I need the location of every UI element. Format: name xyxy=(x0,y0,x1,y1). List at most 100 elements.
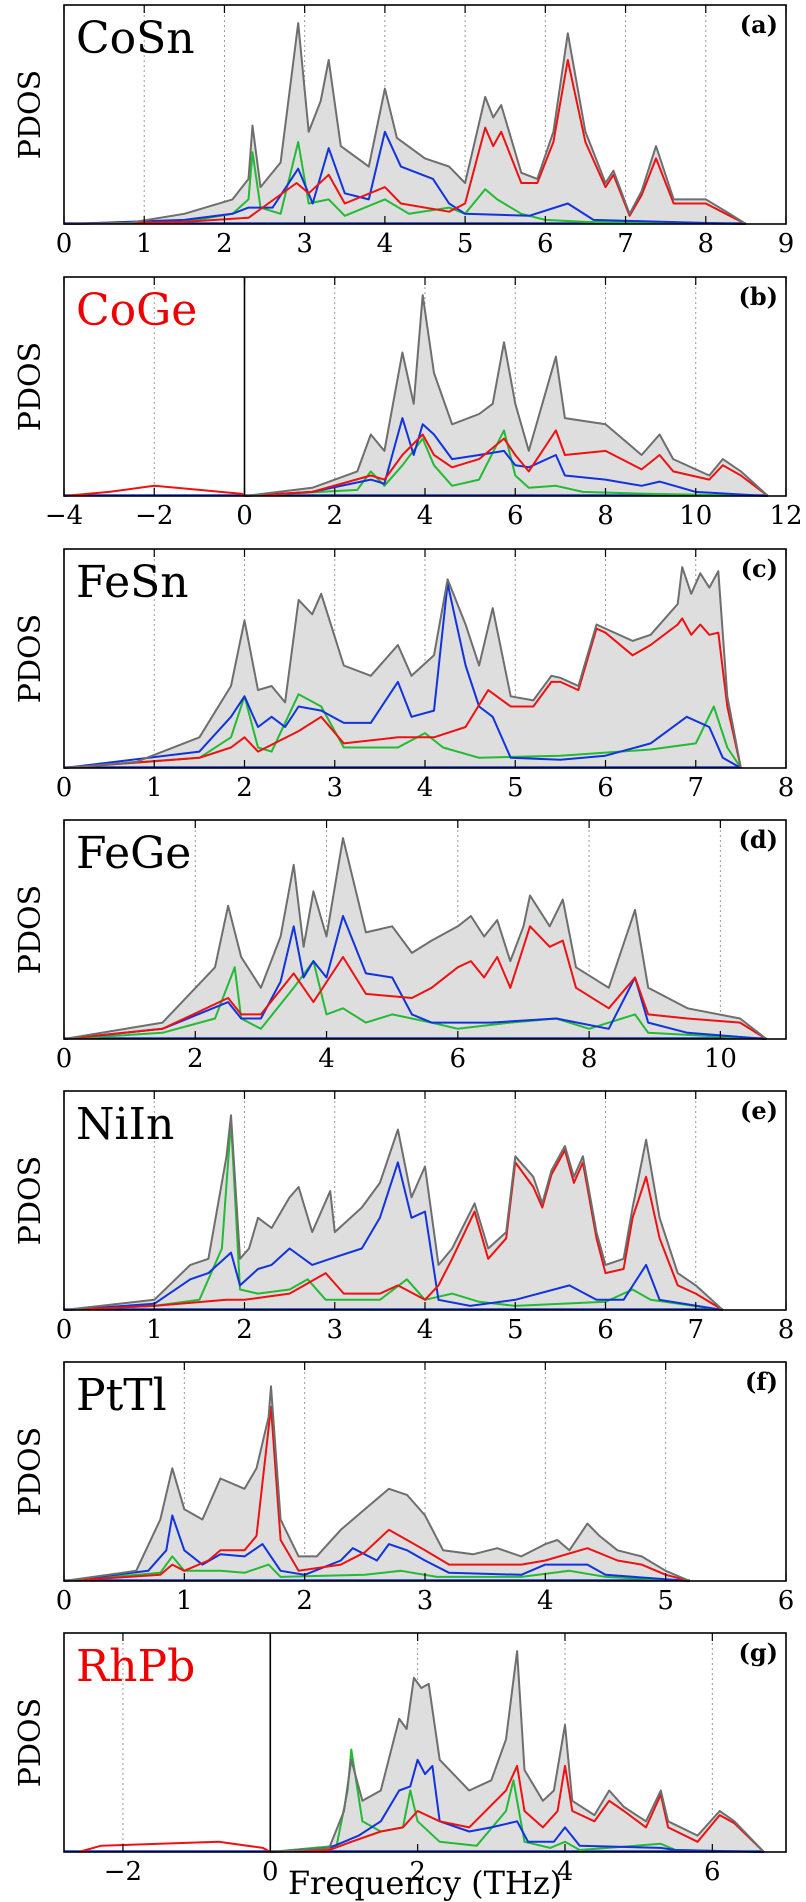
x-tick-label: 2 xyxy=(296,1586,313,1616)
x-tick-label: 0 xyxy=(236,501,253,531)
x-tick-label: 4 xyxy=(417,501,434,531)
panel-cosn: 0 1 2 3 4 5 6 7 8 9 CoSn (a) PDOS xyxy=(13,4,795,259)
panel-letter: (g) xyxy=(739,1638,779,1667)
x-tick-label: 4 xyxy=(417,773,434,803)
y-axis-label: PDOS xyxy=(13,1427,48,1516)
y-axis-label: PDOS xyxy=(13,1156,48,1245)
x-tick-label: 8 xyxy=(698,229,715,259)
green-series-line xyxy=(63,960,767,1040)
x-tick-label: 3 xyxy=(326,1315,343,1345)
x-tick-label: 5 xyxy=(457,229,474,259)
red-series-line xyxy=(63,617,742,769)
panel-pttl: 0 1 2 3 4 5 6 PtTl (f) PDOS xyxy=(13,1361,794,1616)
total-dos-line xyxy=(63,837,767,1040)
y-axis-label: PDOS xyxy=(13,1698,48,1787)
x-tick-label: 1 xyxy=(136,229,153,259)
green-series-line xyxy=(63,1120,723,1311)
x-tick-label: 6 xyxy=(597,773,614,803)
blue-series-line xyxy=(63,1161,723,1311)
red-series-line xyxy=(63,925,767,1040)
axes-frame xyxy=(63,819,787,1040)
x-tick-label: 0 xyxy=(56,1044,73,1074)
total-dos-line xyxy=(63,1114,724,1311)
x-tick-label: 6 xyxy=(450,1044,467,1074)
x-axis-label: Frequency (THz) xyxy=(288,1864,562,1902)
x-tick-label: 3 xyxy=(296,229,313,259)
x-tick-label: 2 xyxy=(326,501,343,531)
panel-title: FeGe xyxy=(76,828,191,879)
x-tick-label: 2 xyxy=(236,773,253,803)
x-tick-label: 4 xyxy=(537,1586,554,1616)
x-tick-label: 8 xyxy=(778,773,795,803)
x-tick-label: 1 xyxy=(176,1586,193,1616)
x-tick-label: −2 xyxy=(104,1857,142,1887)
blue-series-line xyxy=(244,417,768,497)
total-dos-line xyxy=(270,1650,765,1853)
axes-frame xyxy=(63,1632,787,1853)
panel-rhpb: −2 0 2 4 6 RhPb (g) PDOS Frequency (THz) xyxy=(13,1632,787,1902)
panel-title: PtTl xyxy=(76,1370,167,1421)
x-tick-label: 9 xyxy=(778,229,795,259)
x-tick-label: 10 xyxy=(679,501,712,531)
y-axis-label: PDOS xyxy=(13,614,48,703)
x-tick-label: 8 xyxy=(597,501,614,531)
green-series-line xyxy=(63,141,746,225)
x-tick-label: 12 xyxy=(769,501,802,531)
x-tick-label: 6 xyxy=(597,1315,614,1345)
red-series-line xyxy=(63,429,769,497)
x-tick-label: 8 xyxy=(581,1044,598,1074)
x-tick-label: 3 xyxy=(326,773,343,803)
panel-title: NiIn xyxy=(76,1099,174,1150)
y-axis-label: PDOS xyxy=(13,70,48,159)
panel-title: CoSn xyxy=(76,13,195,64)
x-tick-label: 2 xyxy=(409,1857,426,1887)
x-tick-label: 5 xyxy=(507,1315,524,1345)
green-series-line xyxy=(63,1555,690,1582)
total-dos-area xyxy=(64,1386,690,1581)
total-dos-line xyxy=(63,1385,691,1582)
green-series-line xyxy=(270,1748,764,1853)
total-dos-area xyxy=(64,567,741,768)
x-tick-label: 7 xyxy=(687,1315,704,1345)
x-tick-label: 7 xyxy=(687,773,704,803)
x-tick-label: 0 xyxy=(262,1857,279,1887)
x-tick-label: −2 xyxy=(135,501,173,531)
red-series-line xyxy=(63,1405,690,1582)
blue-series-line xyxy=(63,582,742,769)
x-tick-label: 3 xyxy=(417,1586,434,1616)
x-tick-label: 4 xyxy=(377,229,394,259)
green-series-line xyxy=(244,429,768,497)
total-dos-area xyxy=(64,23,746,224)
x-tick-label: 4 xyxy=(318,1044,335,1074)
x-tick-label: 0 xyxy=(56,1315,73,1345)
total-dos-area xyxy=(270,1651,764,1852)
x-tick-label: 5 xyxy=(507,773,524,803)
panel-letter: (f) xyxy=(745,1367,778,1396)
panel-title: RhPb xyxy=(76,1641,195,1692)
panel-niin: 0 1 2 3 4 5 6 7 8 NiIn (e) PDOS xyxy=(13,1090,795,1345)
panel-coge: −4 −2 0 2 4 6 8 10 12 CoGe (b) PDOS xyxy=(13,276,803,531)
total-dos-line xyxy=(63,566,742,769)
panel-title: FeSn xyxy=(76,557,189,608)
total-dos-line xyxy=(244,294,769,497)
blue-series-line xyxy=(63,915,767,1040)
panel-letter: (b) xyxy=(739,282,779,311)
total-dos-line xyxy=(63,22,747,225)
x-tick-label: 6 xyxy=(537,229,554,259)
axes-frame xyxy=(63,4,787,225)
x-tick-label: −4 xyxy=(45,501,83,531)
x-tick-label: 4 xyxy=(557,1857,574,1887)
blue-series-line xyxy=(63,130,746,225)
x-tick-label: 5 xyxy=(657,1586,674,1616)
x-tick-label: 0 xyxy=(56,229,73,259)
x-tick-label: 8 xyxy=(778,1315,795,1345)
y-axis-label: PDOS xyxy=(13,885,48,974)
x-tick-label: 7 xyxy=(617,229,634,259)
x-tick-label: 2 xyxy=(187,1044,204,1074)
x-tick-label: 2 xyxy=(236,1315,253,1345)
x-tick-label: 2 xyxy=(216,229,233,259)
x-tick-label: 1 xyxy=(146,1315,163,1345)
total-dos-area xyxy=(64,838,767,1039)
x-tick-label: 4 xyxy=(417,1315,434,1345)
